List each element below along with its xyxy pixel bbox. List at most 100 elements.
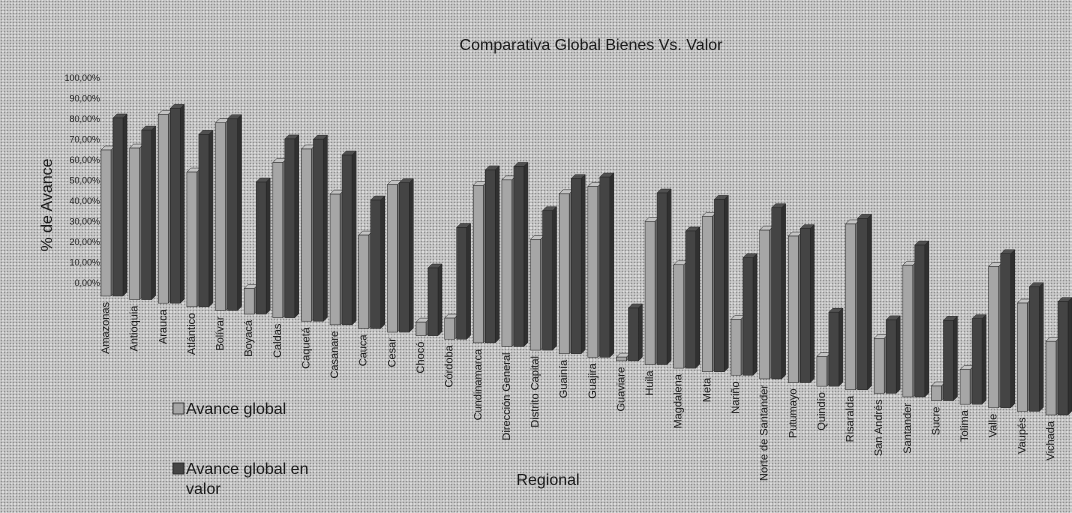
bar-front-face xyxy=(1000,253,1011,409)
y-tick-label: 10,00% xyxy=(69,258,100,268)
bar-front-face xyxy=(387,184,398,333)
bar-avance-global-en-valor xyxy=(599,172,615,358)
category-label: Valle xyxy=(988,414,1000,438)
bar-front-face xyxy=(399,182,410,333)
bar-avance-global-en-valor xyxy=(169,103,185,304)
bar-side-face xyxy=(237,114,242,312)
bar-front-face xyxy=(100,149,112,297)
category-group-caldas xyxy=(272,134,300,319)
bar-side-face xyxy=(466,222,471,340)
bar-side-face xyxy=(265,177,271,315)
bar-avance-global-en-valor xyxy=(141,125,157,301)
category-group-choc- xyxy=(415,263,443,337)
y-tick-label: 50,00% xyxy=(69,176,100,186)
category-label: Casanare xyxy=(329,331,341,379)
bar-front-face xyxy=(255,181,267,315)
bar-side-face xyxy=(752,253,758,376)
bar-front-face xyxy=(714,199,725,372)
chart-title: Comparativa Global Bienes Vs. Valor xyxy=(460,37,724,54)
y-tick-label: 80,00% xyxy=(69,114,100,124)
category-group-meta xyxy=(701,194,729,373)
bar-avance-global-en-valor xyxy=(742,253,758,376)
bar-front-face xyxy=(129,147,140,300)
bar-side-face xyxy=(981,314,987,405)
bar-avance-global-en-valor xyxy=(942,315,959,402)
category-label: Guajira xyxy=(587,362,599,398)
bar-side-face xyxy=(323,134,328,322)
category-label: Amazonas xyxy=(100,302,112,354)
bar-front-face xyxy=(800,228,811,383)
bar-front-face xyxy=(971,318,983,405)
bar-front-face xyxy=(558,193,570,354)
bar-front-face xyxy=(885,319,897,394)
category-label: Magdalena xyxy=(673,373,685,428)
bar-side-face xyxy=(495,165,500,344)
bar-front-face xyxy=(599,176,611,358)
legend-swatch-avance-global-en-valor xyxy=(172,462,185,475)
bar-front-face xyxy=(656,192,668,365)
category-group-nari-o xyxy=(730,253,758,376)
bar-side-face xyxy=(724,194,729,373)
bar-front-face xyxy=(1029,286,1040,412)
category-label: Risaralda xyxy=(845,395,857,442)
category-group-guajira xyxy=(587,172,615,358)
category-group-casanare xyxy=(329,150,357,326)
bar-side-face xyxy=(380,195,385,330)
bar-front-face xyxy=(112,117,124,297)
category-label: Distrito Capital xyxy=(530,356,542,428)
bar-front-face xyxy=(759,229,770,380)
category-group-guain-a xyxy=(558,174,586,355)
bar-side-face xyxy=(609,172,615,358)
bar-avance-global-en-valor xyxy=(226,114,243,312)
category-group-risaralda xyxy=(844,213,873,391)
category-labels: Amazonas Antioquia Arauca Atlántico Bolívar B… xyxy=(100,302,1057,481)
bar-front-face xyxy=(845,223,856,391)
y-axis: 0,00% 10,00% 20,00% 30,00% 40,00% 50,00% 60,00… xyxy=(64,73,100,288)
y-tick-label: 30,00% xyxy=(69,217,100,227)
bar-front-face xyxy=(329,193,341,326)
bar-front-face xyxy=(427,267,439,336)
bar-avance-global-en-valor xyxy=(828,307,844,387)
bar-side-face xyxy=(122,113,128,297)
bar-avance-global-en-valor xyxy=(856,213,873,391)
bar-avance-global-en-valor xyxy=(1028,282,1044,412)
bar-front-face xyxy=(902,264,914,398)
category-label: Quindío xyxy=(816,392,828,431)
category-group-quind-o xyxy=(816,307,844,387)
bar-front-face xyxy=(415,321,427,336)
bar-avance-global-en-valor xyxy=(513,161,529,348)
bar-side-face xyxy=(1010,249,1015,409)
bar-front-face xyxy=(341,154,353,326)
bar-side-face xyxy=(294,134,300,319)
bar-avance-global-en-valor xyxy=(627,303,644,362)
category-group-antioquia xyxy=(129,125,157,301)
bar-side-face xyxy=(208,129,214,308)
bar-side-face xyxy=(580,174,586,355)
bar-side-face xyxy=(437,263,443,337)
y-tick-label: 100,00% xyxy=(64,73,100,83)
bar-avance-global-en-valor xyxy=(484,165,500,344)
bar-front-face xyxy=(243,288,255,315)
category-label: Chocó xyxy=(415,342,427,374)
bar-avance-global-en-valor xyxy=(312,134,329,322)
bar-front-face xyxy=(816,356,828,387)
category-label: Meta xyxy=(701,377,713,402)
bar-side-face xyxy=(781,203,786,380)
y-tick-label: 60,00% xyxy=(69,155,100,165)
bar-front-face xyxy=(943,320,954,401)
bar-side-face xyxy=(151,125,156,301)
legend-item-avance-global-en-valor: Avance global en valor xyxy=(172,461,308,498)
category-group-amazonas xyxy=(100,113,128,297)
category-group-distrito-capital xyxy=(529,206,558,351)
category-group-putumayo xyxy=(787,224,815,384)
category-group-cauca xyxy=(358,195,386,330)
category-group-guaviare xyxy=(615,303,644,362)
bar-front-face xyxy=(170,108,181,304)
bar-avance-global-en-valor xyxy=(914,240,930,398)
bar-front-face xyxy=(215,122,226,311)
bar-front-face xyxy=(873,338,885,394)
bar-side-face xyxy=(867,213,872,391)
bar-avance-global-en-valor xyxy=(341,150,357,326)
category-group-cesar xyxy=(386,178,414,333)
